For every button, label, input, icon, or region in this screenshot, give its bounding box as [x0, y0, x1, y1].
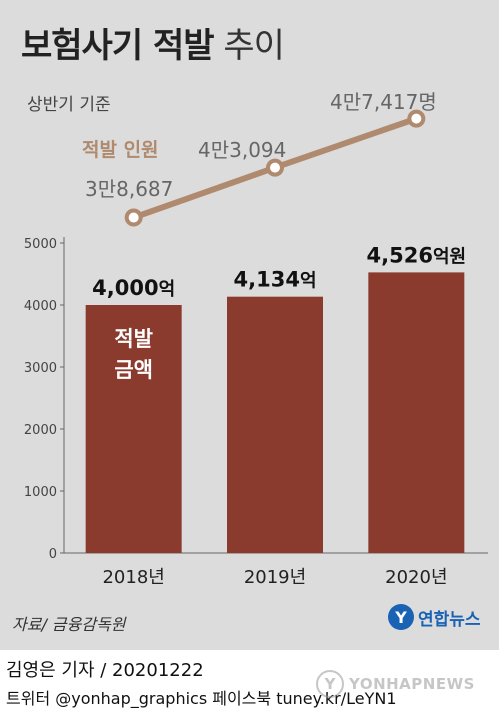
- line-point: [407, 109, 426, 128]
- watermark-icon: Y: [316, 670, 344, 698]
- social-credit: 트위터 @yonhap_graphics 페이스북 tuney.kr/LeYN1: [6, 689, 397, 708]
- line-point: [266, 158, 284, 177]
- bar-value-number: 4,526: [367, 243, 433, 267]
- bar: [85, 305, 182, 553]
- bar-value-unit: 억: [159, 279, 176, 300]
- bar-series-label: 적발: [114, 327, 153, 351]
- line-value-number: 4만3,094: [198, 138, 286, 162]
- line-series-label: 적발 인원: [82, 139, 159, 161]
- x-tick-label: 2019년: [244, 567, 306, 588]
- x-tick-label: 2018년: [102, 567, 164, 588]
- chart-plot: 0100020003000400050004,000억2018년4,134억20…: [24, 90, 488, 588]
- chart-title: 보험사기 적발 추이: [21, 18, 285, 67]
- title-bold: 보험사기 적발: [21, 26, 215, 66]
- yonhap-logo-icon: Y: [388, 604, 414, 630]
- byline: 김영은 기자 / 20201222: [6, 660, 204, 681]
- y-tick-label: 0: [49, 547, 57, 562]
- line-value-number: 4만7,417: [330, 90, 418, 114]
- bar-value-label: 4,526억원: [367, 243, 467, 267]
- bar: [368, 272, 465, 553]
- source-note: 자료/ 금융감독원: [12, 615, 126, 634]
- yonhap-logo: Y 연합뉴스: [388, 604, 481, 630]
- watermark: Y YONHAPNEWS: [316, 670, 475, 698]
- y-tick-label: 3000: [24, 361, 57, 376]
- watermark-text: YONHAPNEWS: [349, 675, 475, 693]
- y-tick-label: 4000: [24, 299, 57, 314]
- bar-value-number: 4,000: [92, 276, 158, 300]
- bar: [227, 296, 323, 553]
- line-value-label: 4만7,417명: [330, 90, 437, 114]
- y-tick-label: 2000: [24, 423, 57, 438]
- line-point: [124, 208, 143, 227]
- chart-subtitle: 상반기 기준: [27, 95, 111, 115]
- line-value-number: 3만8,687: [85, 177, 173, 201]
- y-tick-label: 1000: [24, 485, 57, 500]
- x-tick-label: 2020년: [385, 567, 447, 588]
- bar-value-label: 4,134억: [234, 268, 317, 292]
- line-value-unit: 명: [418, 90, 436, 114]
- bar-value-label: 4,000억: [92, 276, 175, 300]
- chart-card: 보험사기 적발 추이 상반기 기준 0 1000 2000 3000 4000 5000 4…: [0, 0, 499, 650]
- y-tick-label: 5000: [24, 237, 57, 252]
- bar-value-number: 4,134: [234, 268, 300, 292]
- title-light: 추이: [213, 26, 285, 66]
- bar-series-label: 금액: [114, 358, 153, 382]
- yonhap-logo-text: 연합뉴스: [418, 609, 481, 630]
- bar-value-unit: 억: [300, 271, 317, 292]
- line-value-label: 3만8,687: [85, 177, 173, 201]
- bar-value-unit: 억원: [433, 246, 466, 267]
- line-value-label: 4만3,094: [198, 138, 286, 162]
